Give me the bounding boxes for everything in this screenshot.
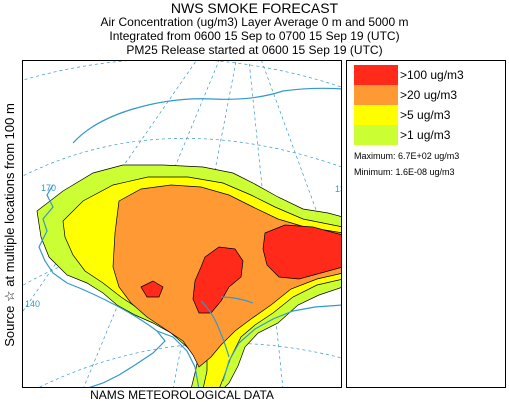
map-title: NWS SMOKE FORECAST	[170, 0, 339, 16]
smoke-region-over-100	[140, 280, 164, 298]
legend-label: >100 ug/m3	[400, 68, 464, 82]
coastline	[156, 330, 200, 387]
source-side-label: Source ☆ at multiple locations from 100 …	[0, 60, 20, 390]
legend-label: >1 ug/m3	[400, 128, 451, 142]
legend-maximum: Maximum: 6.7E+02 ug/m3	[354, 151, 460, 161]
legend-swatch	[354, 105, 398, 125]
source-side-label-text: Source ☆ at multiple locations from 100 …	[2, 103, 17, 347]
legend-label: >20 ug/m3	[400, 88, 458, 102]
legend-item-over-100: >100 ug/m3	[354, 65, 464, 85]
latitude-line	[23, 138, 341, 177]
coastline	[66, 282, 166, 387]
river	[220, 296, 254, 304]
legend-item-over-5: >5 ug/m3	[354, 105, 450, 125]
legend-swatch	[354, 85, 398, 105]
smoke-region-over-100	[192, 246, 244, 314]
coastline	[238, 304, 341, 344]
coastline	[38, 184, 68, 284]
legend-minimum: Minimum: 1.6E-08 ug/m3	[354, 167, 455, 177]
legend-swatch	[354, 125, 398, 145]
subtitle-release-start: PM25 Release started at 0600 15 Sep 19 (…	[126, 43, 383, 57]
river	[200, 300, 230, 358]
longitude-label: 130	[335, 184, 342, 194]
legend-swatch	[354, 65, 398, 85]
meteorological-data-footer: NAMS METEOROLOGICAL DATA	[90, 388, 274, 402]
concentration-legend: >100 ug/m3 >20 ug/m3 >5 ug/m3 >1 ug/m3 M…	[346, 60, 506, 388]
longitude-label: 170	[41, 183, 56, 193]
legend-label: >5 ug/m3	[400, 108, 451, 122]
coastlines	[38, 87, 341, 387]
coastline	[72, 87, 341, 144]
latitude-line	[39, 342, 341, 387]
smoke-map-panel: 170 160 150 140 130	[22, 60, 342, 388]
smoke-region-over-100	[262, 224, 341, 280]
smoke-plume	[36, 164, 341, 387]
subtitle-integration-period: Integrated from 0600 15 Sep to 0700 15 S…	[109, 29, 400, 43]
subtitle-concentration: Air Concentration (ug/m3) Layer Average …	[100, 15, 409, 29]
coastline	[222, 342, 240, 382]
latitude-line	[23, 61, 341, 88]
smoke-map: 170 160 150 140 130	[23, 61, 342, 387]
longitude-label: 140	[25, 299, 40, 309]
legend-item-over-20: >20 ug/m3	[354, 85, 457, 105]
legend-item-over-1: >1 ug/m3	[354, 125, 450, 145]
